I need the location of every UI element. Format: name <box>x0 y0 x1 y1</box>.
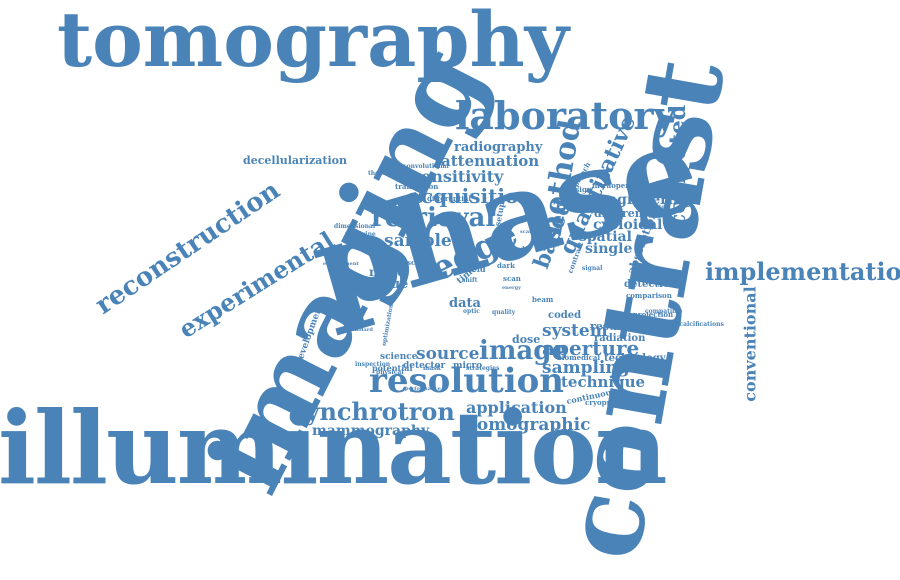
word-inspection: inspection <box>355 361 391 368</box>
word-optic: optic <box>463 308 480 315</box>
word-differential: differential <box>427 194 472 203</box>
word-environment: environment <box>323 261 359 267</box>
word-projection: projection <box>633 310 674 319</box>
word-material: material <box>566 194 600 203</box>
word-implementation: implementation <box>705 257 900 286</box>
word-coded: coded <box>548 310 582 321</box>
word-analysis: analysis <box>342 284 378 294</box>
word-biomedical: biomedical <box>557 353 601 362</box>
word-technique: technique <box>561 373 646 391</box>
word-spatial: spatial <box>579 229 632 245</box>
word-detection: detection <box>624 279 677 290</box>
word-image: image <box>479 336 568 366</box>
word-source: source <box>416 344 480 364</box>
word-retrieval: retrieval <box>371 203 496 233</box>
word-micro: micro <box>453 361 483 371</box>
word-noise: noise <box>369 265 405 279</box>
word-data: data <box>449 296 481 311</box>
word-laboratory: laboratory <box>455 93 676 138</box>
word-computed: computed <box>665 104 692 228</box>
word-microcalcifications: microcalcifications <box>660 321 724 328</box>
word-scan: scan <box>503 274 521 283</box>
word-design: design <box>566 185 592 194</box>
word-radiation: radiation <box>594 333 646 344</box>
word-system: system <box>542 321 608 341</box>
word-scheme: scheme <box>407 258 437 267</box>
word-dimensional: dimensional <box>334 223 376 230</box>
word-convolutional: convolutional <box>403 163 449 170</box>
word-sampling: sampling <box>542 358 630 378</box>
word-strategies: strategies <box>466 365 500 372</box>
word-single: single <box>585 241 633 257</box>
word-sample: sample <box>384 231 452 251</box>
word-medicine: medicine <box>345 231 376 238</box>
word-field: field <box>466 264 486 274</box>
word-mask: mask <box>423 365 441 372</box>
word-physical: physical <box>376 369 404 376</box>
word-intraoperative: intraoperative <box>592 181 648 190</box>
word-tissue: tissue <box>365 277 409 292</box>
word-quality: quality <box>492 309 516 316</box>
word-resolution: resolution <box>369 361 565 401</box>
word-conventional: conventional <box>740 286 760 402</box>
word-cycloidal: cycloidal <box>593 217 663 233</box>
word-result: result <box>590 320 627 333</box>
word-detector: detector <box>403 361 446 371</box>
word-standard: standard <box>348 327 373 333</box>
word-synchrotron: synchrotron <box>292 397 455 426</box>
word-acquisition: acquisition <box>408 184 533 208</box>
word-model: model <box>510 246 531 253</box>
word-decellularization: decellularization <box>243 154 347 167</box>
word-radiography: radiography <box>454 140 543 155</box>
word-theoretical: theoretical <box>368 170 405 177</box>
word-scattering: scattering <box>520 229 549 235</box>
word-comparison: comparison <box>626 291 672 300</box>
word-potential: potential <box>372 363 413 373</box>
word-energy: energy <box>502 285 522 291</box>
word-sensitivity: sensitivity <box>412 167 504 186</box>
word-attenuation: attenuation <box>441 152 540 170</box>
word-mammography: mammography <box>312 423 430 439</box>
word-different: different <box>594 207 648 220</box>
word-application: application <box>466 398 567 417</box>
word-engineering: engineering <box>598 192 693 208</box>
word-technology: technology <box>604 353 666 364</box>
word-performance: performance <box>405 386 441 392</box>
word-shift: shift <box>462 277 478 284</box>
word-illumination: illumination <box>0 389 668 507</box>
word-aperture: aperture <box>542 336 640 360</box>
word-compatible: compatible <box>645 308 683 315</box>
word-cryopreservation: cryopreservation <box>585 398 652 407</box>
word-dose: dose <box>512 333 541 346</box>
word-beam: beam <box>532 295 554 304</box>
word-tomographic: tomographic <box>469 415 591 435</box>
word-dark: dark <box>497 261 515 270</box>
word-science: science <box>380 352 418 362</box>
word-translation: translation <box>395 182 439 191</box>
word-phantom: phantom <box>645 204 670 210</box>
word-tomography: tomography <box>57 0 569 84</box>
word-signal: signal <box>582 265 603 272</box>
